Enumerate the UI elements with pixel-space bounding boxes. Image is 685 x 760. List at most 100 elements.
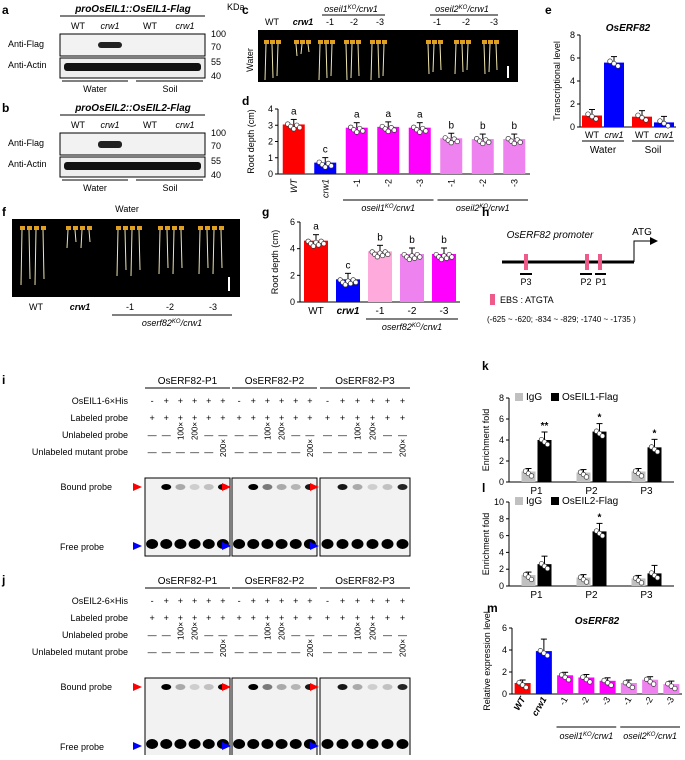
lane-sign: — [338,447,347,457]
significance-letter: b [511,121,517,132]
y-tick-label: 3 [268,120,273,130]
promoter-label: OsERF82 promoter [507,230,594,241]
data-point [607,58,613,64]
data-point [615,63,621,69]
bar [647,447,662,482]
lane-sign: + [178,613,183,623]
seedling-root [461,43,464,73]
x-tick-label: -3 [663,695,676,707]
group-label: Soil [162,183,177,193]
significance-letter: c [323,145,328,156]
group-label: Water [83,183,107,193]
lane-sign: + [220,413,225,423]
panel-h: h OsERF82 promoter ATG P3 P2 P1 EBS : AT… [482,205,658,324]
lane-sign: — [368,647,377,657]
x-tick-label: WT [308,306,324,317]
lane-sign: + [178,413,183,423]
data-point [589,113,595,120]
bound-band [367,484,378,490]
data-point [406,256,413,263]
lane-sign: — [323,430,332,440]
panel-a: a proOsEIL1::OsEIL1-Flag WT crw1 WT crw1… [2,2,245,94]
seedling-shoot [80,226,85,230]
lane-sign: + [178,596,183,606]
lane-sign: + [164,413,169,423]
lane-sign: + [385,613,390,623]
seedling-root [276,43,279,77]
data-point [639,114,645,121]
lane-sign: — [263,647,272,657]
y-axis-label: Transcriptional level [552,41,562,121]
band [98,141,122,148]
x-tick-label: P1 [530,486,543,497]
ebs-legend: EBS : ATGTA [500,295,554,305]
lane-sign: + [307,413,312,423]
ebs-site [585,254,589,270]
bar [620,683,637,694]
blot-title: proOsEIL2::OsEIL2-Flag [74,103,191,114]
group-label: oseil2KO/crw1 [623,731,677,741]
free-band [289,539,302,549]
bar [576,472,591,482]
lane-sign: + [325,413,330,423]
free-band [351,739,364,749]
seedling-root [357,43,360,77]
line-label: -3 [209,302,217,312]
seedling-shoot [306,40,311,44]
x-tick-label: crw1 [337,306,360,317]
data-point [611,60,617,67]
seedling-root [370,43,373,81]
bound-band [397,484,408,490]
lane-sign: + [307,613,312,623]
y-tick-label: 0 [499,477,504,487]
lane-sign: + [370,396,375,406]
lane-sign: 100× [263,622,272,640]
lane-sign: — [398,430,407,440]
ebs-site [524,254,528,270]
data-point [672,685,678,692]
data-point [297,124,303,131]
ebs-site [598,254,602,270]
free-band [160,539,173,549]
emsa-title: OsERF82-P2 [245,376,305,387]
data-point [657,118,663,124]
lane-sign: — [148,430,157,440]
lane-sign: + [293,396,298,406]
lane-sign: — [383,430,392,440]
seedling-root [307,43,310,53]
x-tick-label: -3 [509,179,519,187]
panel-letter: c [242,3,249,17]
data-point [665,681,671,687]
lane-sign: + [206,613,211,623]
seedling-shoot [330,40,335,44]
band [64,162,201,170]
emsa-row-label: Labeled probe [70,413,128,423]
data-point [668,683,675,689]
panel-d: d 0 1 2 3 4 Root depth (cm) a WT c crw1 a -1 a -2 a -3 b -… [242,94,530,213]
ebs-positions: (-625 ~ -620; -834 ~ -829; -1740 ~ -1735… [487,315,636,324]
emsa-row-label: OsEIL1-6×His [72,396,129,406]
lane-sign: — [148,647,157,657]
free-arrow [133,742,142,750]
seedling-shoot [264,40,269,44]
data-point [537,648,544,654]
y-tick-label: 6 [499,414,504,424]
x-tick-label: -1 [557,695,570,707]
site-label: P1 [595,277,606,287]
data-point [511,140,517,147]
data-point [654,449,661,455]
y-tick-label: 4 [499,547,504,557]
lane-sign: + [340,596,345,606]
seedling-root [80,229,83,249]
data-point [480,140,486,147]
seedling-root [300,43,303,55]
lane-sign: + [149,413,154,423]
significance-star: * [598,512,602,523]
blot-title: proOsEIL1::OsEIL1-Flag [74,4,191,15]
data-point [360,128,366,134]
lane-sign: + [355,413,360,423]
bound-band [352,484,363,490]
data-point [565,677,572,683]
data-point [486,139,492,145]
lane-sign: - [238,396,241,406]
